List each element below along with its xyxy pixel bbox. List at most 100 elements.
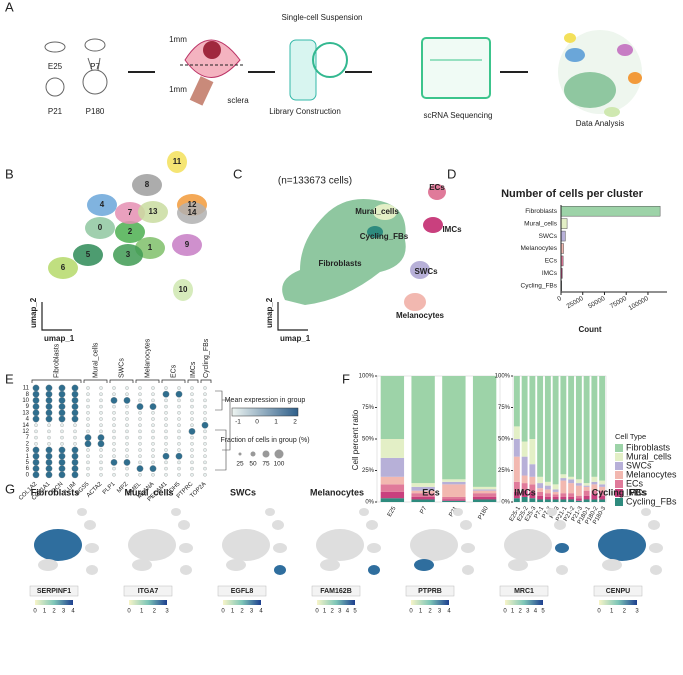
dot (110, 459, 118, 466)
y-tick-label: 75% (362, 405, 375, 411)
dot (34, 435, 38, 440)
dot (177, 442, 181, 446)
dot (45, 384, 53, 392)
dot (123, 397, 131, 404)
bar-segment (599, 376, 606, 481)
group-bracket (161, 379, 186, 383)
umap-x-label: umap_1 (280, 334, 311, 343)
bar-segment (552, 489, 559, 492)
dot (99, 386, 103, 390)
dot (203, 398, 207, 403)
umap-y-label: umap_2 (265, 297, 274, 328)
feature-blob (368, 565, 380, 575)
colorbar-tick-label: 2 (519, 609, 523, 615)
dot (110, 397, 118, 404)
bar-segment (442, 499, 466, 501)
dot (125, 411, 129, 415)
dot (203, 417, 207, 421)
dot (86, 411, 90, 415)
dot (45, 390, 53, 398)
dot (203, 392, 207, 396)
dot (71, 409, 79, 417)
bar-segment (513, 426, 520, 439)
feature-title: Cycling_FBs (592, 487, 647, 497)
bar-segment (537, 476, 544, 484)
bar-segment (380, 498, 405, 502)
panel-label: E (5, 371, 14, 386)
dot (86, 473, 90, 477)
feature-blob (366, 520, 378, 530)
dot (99, 429, 103, 434)
dot (32, 397, 40, 404)
cluster-label: 8 (145, 180, 150, 189)
dot (203, 454, 207, 458)
row-label: 5 (26, 460, 30, 466)
feature-blob (86, 565, 98, 575)
feature-blob (77, 508, 87, 516)
dot (138, 473, 142, 477)
feature-blob (128, 529, 176, 561)
dot (86, 398, 90, 403)
y-tick-label: Fibroblasts (525, 208, 558, 215)
feature-blob (367, 543, 381, 553)
group-label: IMCs (190, 361, 197, 378)
feature-blob (504, 529, 552, 561)
x-tick-label: 75000 (609, 295, 628, 310)
dot (125, 473, 129, 477)
legend-swatch (615, 444, 623, 452)
feature-title: Mural_cells (124, 487, 173, 497)
bar-segment (568, 483, 575, 494)
dot (99, 454, 103, 458)
celltype-label: IMCs (442, 225, 462, 234)
y-tick-label: 100% (359, 374, 375, 380)
umap-x-label: umap_1 (44, 334, 75, 343)
dot (190, 411, 194, 415)
bar-segment (583, 483, 590, 486)
y-tick-label: 75% (498, 405, 511, 411)
colorbar-tick-label: 2 (153, 609, 157, 615)
dot (125, 386, 129, 390)
celltype-label: SWCs (414, 267, 438, 276)
gene-label: SERPINF1 (37, 588, 71, 595)
dot (86, 460, 90, 465)
dot (32, 446, 40, 454)
legend-swatch (615, 480, 623, 488)
dot (32, 471, 40, 479)
bar-segment (544, 489, 551, 494)
dot (32, 415, 40, 423)
dot (99, 473, 103, 477)
dot (177, 404, 181, 409)
size-key (238, 452, 242, 456)
bar-segment (560, 376, 567, 475)
dot (112, 435, 116, 440)
dot (149, 403, 157, 410)
bar-segment (529, 491, 536, 499)
feature-blob (598, 529, 646, 561)
row-label: 1 (26, 454, 30, 460)
celltype-label: Melanocytes (396, 311, 445, 320)
colorbar-tick-label: 4 (259, 609, 263, 615)
bar-segment (442, 481, 466, 485)
dot (86, 392, 90, 396)
tissue-label: sclera (227, 96, 249, 105)
dot (125, 429, 129, 434)
cluster-blob (73, 244, 103, 266)
dot (190, 392, 194, 396)
dot (58, 397, 66, 404)
dot (188, 428, 196, 435)
y-tick-label: 25% (362, 468, 375, 474)
panel-label: D (447, 166, 456, 181)
bar-segment (529, 476, 536, 485)
dot (164, 423, 168, 427)
step-label: Data Analysis (576, 119, 624, 128)
dot (203, 460, 207, 465)
dot (164, 473, 168, 477)
dot (138, 435, 142, 440)
legend-title: Mean expression in group (225, 397, 306, 404)
gene-label: ITGA7 (138, 588, 159, 595)
dot (112, 473, 116, 477)
gene-box (499, 585, 549, 597)
bar-segment (521, 441, 528, 457)
group-label: SWCs (118, 358, 125, 378)
colorbar-tick-label: 2 (428, 609, 432, 615)
